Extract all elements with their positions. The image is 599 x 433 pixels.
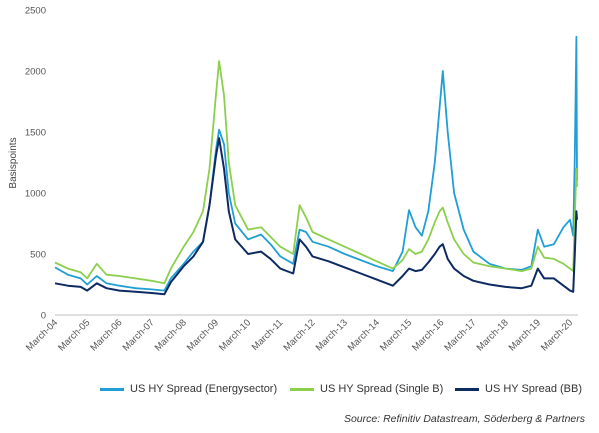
source-note: Source: Refinitiv Datastream, Söderberg … bbox=[343, 413, 585, 425]
legend-item-energysector: US HY Spread (Energysector) bbox=[100, 383, 277, 395]
series-line bbox=[54, 137, 578, 296]
y-tick-label: 1000 bbox=[25, 189, 46, 200]
legend-label: US HY Spread (Energysector) bbox=[130, 383, 278, 395]
x-tick-label: March-08 bbox=[153, 317, 189, 353]
legend-item-bb: US HY Spread (BB) bbox=[455, 383, 582, 395]
series-lines bbox=[54, 35, 578, 296]
x-tick-label: March-18 bbox=[475, 317, 511, 353]
y-axis-label: Basispoints bbox=[8, 137, 19, 188]
x-tick-label: March-17 bbox=[442, 317, 478, 353]
y-tick-label: 2500 bbox=[25, 6, 46, 17]
x-tick-label: March-14 bbox=[346, 317, 382, 353]
legend-swatch bbox=[290, 387, 314, 391]
x-tick-label: March-04 bbox=[24, 317, 60, 353]
series-line bbox=[54, 35, 578, 292]
x-tick-label: March-19 bbox=[507, 317, 543, 353]
x-tick-label: March-10 bbox=[217, 317, 253, 353]
x-tick-label: March-09 bbox=[185, 317, 221, 353]
y-ticks: 0 500 1000 1500 2000 2500 bbox=[25, 6, 46, 322]
legend-label: US HY Spread (BB) bbox=[485, 383, 583, 395]
x-tick-label: March-12 bbox=[281, 317, 317, 353]
legend-item-single-b: US HY Spread (Single B) bbox=[290, 383, 443, 395]
x-tick-label: March-20 bbox=[539, 317, 575, 353]
y-tick-label: 1500 bbox=[25, 128, 46, 139]
x-tick-label: March-13 bbox=[314, 317, 350, 353]
x-tick-label: March-07 bbox=[121, 317, 157, 353]
legend-swatch bbox=[455, 387, 479, 391]
x-tick-label: March-16 bbox=[410, 317, 446, 353]
legend: US HY Spread (Energysector) US HY Spread… bbox=[0, 383, 599, 399]
y-tick-label: 500 bbox=[30, 250, 46, 261]
legend-swatch bbox=[100, 387, 124, 391]
y-tick-label: 0 bbox=[41, 311, 46, 322]
x-tick-label: March-15 bbox=[378, 317, 414, 353]
x-tick-label: March-06 bbox=[88, 317, 124, 353]
y-tick-label: 2000 bbox=[25, 67, 46, 78]
x-tick-label: March-05 bbox=[56, 317, 92, 353]
series-line bbox=[54, 60, 578, 285]
x-ticks: March-04March-05March-06March-07March-08… bbox=[24, 317, 575, 353]
legend-label: US HY Spread (Single B) bbox=[320, 383, 444, 395]
x-tick-label: March-11 bbox=[250, 317, 286, 353]
